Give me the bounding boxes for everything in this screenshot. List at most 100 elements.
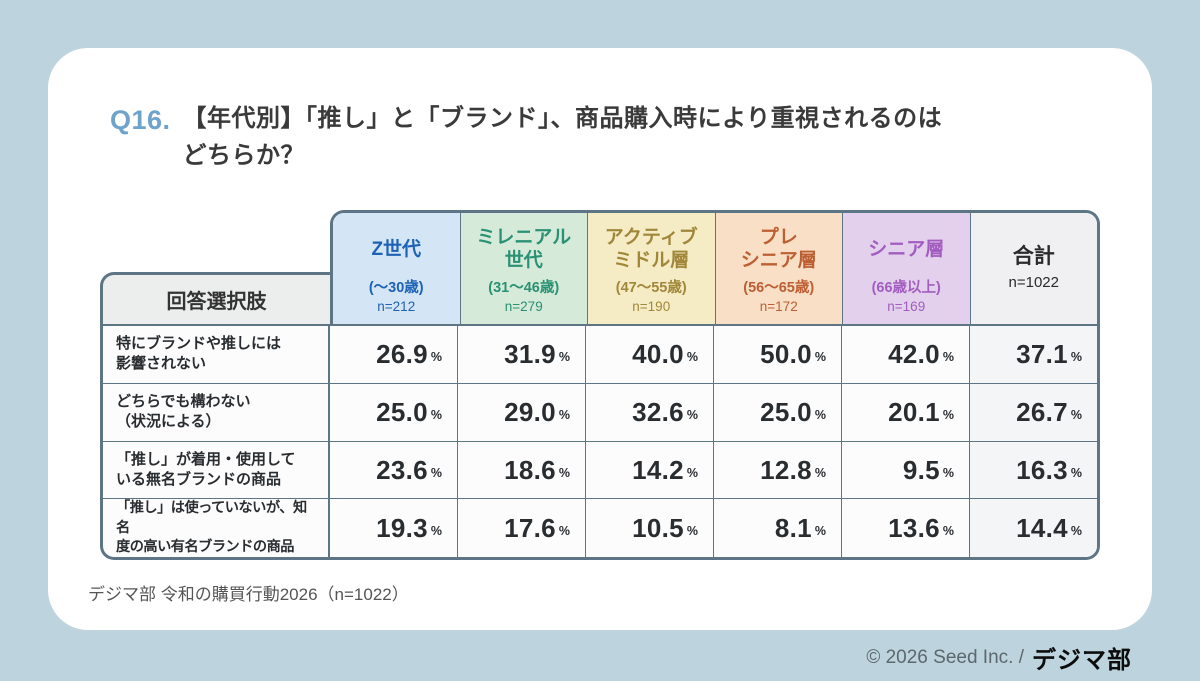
percent-unit: % [942, 408, 954, 423]
column-sample-size: n=190 [632, 298, 671, 314]
question-number: Q16. [110, 105, 171, 135]
percent-value: 14.4 [1016, 512, 1068, 543]
percent-value: 42.0 [888, 338, 940, 369]
column-name-wrap: 合計 [1013, 244, 1055, 273]
value-cell: 17.6% [457, 499, 585, 557]
value-cell-total: 37.1% [969, 326, 1097, 383]
copyright-text: © 2026 Seed Inc. / [866, 646, 1024, 668]
column-name-wrap: シニア層 [868, 221, 944, 279]
percent-unit: % [1070, 466, 1082, 481]
column-age-range: (31〜46歳) [488, 279, 560, 296]
row-header-label: 回答選択肢 [100, 272, 330, 324]
column-headers: Z世代 (〜30歳) n=212 ミレニアル 世代 (31〜46歳) n=279… [330, 210, 1100, 324]
percent-value: 26.9 [376, 338, 428, 369]
value-cell: 32.6% [585, 383, 713, 441]
footer: © 2026 Seed Inc. / デジマ部 [866, 640, 1132, 675]
percent-unit: % [814, 408, 826, 423]
percent-unit: % [1070, 524, 1082, 539]
value-cell-total: 16.3% [969, 441, 1097, 499]
column-name-wrap: アクティブ ミドル層 [605, 221, 698, 279]
column-header-total: 合計 n=1022 [969, 213, 1097, 324]
percent-unit: % [942, 350, 954, 365]
column-age-range: (56〜65歳) [743, 279, 815, 296]
percent-unit: % [686, 408, 698, 423]
percent-value: 25.0 [376, 396, 428, 427]
percent-value: 9.5 [902, 454, 940, 485]
row-label: 「推し」は使っていないが、知名 度の高い有名ブランドの商品 [103, 499, 330, 557]
question-title: Q16. 【年代別】「推し」と「ブランド」、商品購入時により重視されるのは どち… [110, 100, 942, 174]
percent-value: 19.3 [376, 512, 428, 543]
percent-unit: % [558, 408, 570, 423]
column-name: ミレニアル 世代 [476, 227, 572, 271]
percent-unit: % [814, 350, 826, 365]
value-cell: 23.6% [330, 441, 457, 499]
percent-unit: % [942, 524, 954, 539]
value-cell: 29.0% [457, 383, 585, 441]
value-cell-total: 14.4% [969, 499, 1097, 557]
percent-value: 17.6 [504, 512, 556, 543]
column-header-gen-z: Z世代 (〜30歳) n=212 [333, 213, 460, 324]
results-table: Z世代 (〜30歳) n=212 ミレニアル 世代 (31〜46歳) n=279… [100, 210, 1100, 560]
value-cell: 42.0% [841, 326, 969, 383]
percent-value: 31.9 [504, 338, 556, 369]
percent-unit: % [1070, 408, 1082, 423]
percent-value: 18.6 [504, 454, 556, 485]
value-cell: 18.6% [457, 441, 585, 499]
percent-unit: % [558, 466, 570, 481]
value-cell: 50.0% [713, 326, 841, 383]
source-note: デジマ部 令和の購買行動2026（n=1022） [88, 585, 409, 604]
column-header-pre-senior: プレ シニア層 (56〜65歳) n=172 [714, 213, 842, 324]
percent-unit: % [430, 350, 442, 365]
content-card: Q16. 【年代別】「推し」と「ブランド」、商品購入時により重視されるのは どち… [48, 48, 1152, 630]
percent-value: 23.6 [376, 454, 428, 485]
value-cell: 25.0% [713, 383, 841, 441]
column-name: シニア層 [868, 238, 945, 260]
table-row: 「推し」が着用・使用して いる無名ブランドの商品 23.6% 18.6% 14.… [103, 440, 1097, 499]
percent-value: 37.1 [1016, 338, 1068, 369]
percent-value: 10.5 [632, 512, 684, 543]
percent-unit: % [686, 466, 698, 481]
column-sample-size: n=212 [377, 298, 416, 314]
column-name-wrap: Z世代 [371, 221, 421, 279]
value-cell: 12.8% [713, 441, 841, 499]
percent-value: 25.0 [760, 396, 812, 427]
dejimabu-logo: デジマ部 [1032, 647, 1132, 674]
table-row: 特にブランドや推しには 影響されない 26.9% 31.9% 40.0% 50.… [103, 326, 1097, 383]
row-label: 「推し」が着用・使用して いる無名ブランドの商品 [103, 441, 330, 499]
column-sample-size: n=169 [887, 298, 926, 314]
column-age-range: (〜30歳) [368, 279, 424, 296]
percent-unit: % [814, 466, 826, 481]
value-cell: 19.3% [330, 499, 457, 557]
row-label: 特にブランドや推しには 影響されない [103, 326, 330, 383]
table-body: 特にブランドや推しには 影響されない 26.9% 31.9% 40.0% 50.… [100, 324, 1100, 560]
percent-unit: % [686, 524, 698, 539]
value-cell: 40.0% [585, 326, 713, 383]
column-age-range: (47〜55歳) [615, 279, 687, 296]
percent-value: 50.0 [760, 338, 812, 369]
percent-value: 8.1 [774, 512, 812, 543]
percent-unit: % [430, 408, 442, 423]
column-sample-size: n=172 [759, 298, 798, 314]
percent-value: 26.7 [1016, 396, 1068, 427]
percent-unit: % [558, 524, 570, 539]
percent-unit: % [814, 524, 826, 539]
percent-value: 32.6 [632, 396, 684, 427]
percent-value: 20.1 [888, 396, 940, 427]
value-cell: 9.5% [841, 441, 969, 499]
column-sample-size: n=279 [504, 298, 543, 314]
value-cell: 26.9% [330, 326, 457, 383]
percent-unit: % [1070, 350, 1082, 365]
value-cell: 25.0% [330, 383, 457, 441]
percent-value: 13.6 [888, 512, 940, 543]
column-name: Z世代 [371, 238, 422, 260]
percent-unit: % [558, 350, 570, 365]
column-name-wrap: ミレニアル 世代 [476, 221, 571, 279]
percent-unit: % [942, 466, 954, 481]
column-name: アクティブ ミドル層 [604, 227, 698, 271]
column-header-millennial: ミレニアル 世代 (31〜46歳) n=279 [459, 213, 587, 324]
value-cell: 31.9% [457, 326, 585, 383]
percent-unit: % [430, 524, 442, 539]
table-row: 「推し」は使っていないが、知名 度の高い有名ブランドの商品 19.3% 17.6… [103, 498, 1097, 557]
column-sample-size: n=1022 [1008, 273, 1059, 291]
